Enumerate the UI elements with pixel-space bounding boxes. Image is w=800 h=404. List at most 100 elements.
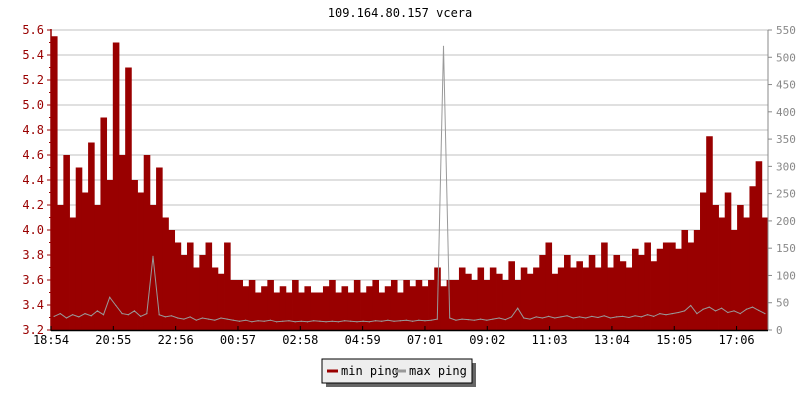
min-ping-bar (700, 192, 707, 330)
min-ping-bar (390, 280, 398, 330)
min-ping-bar (607, 267, 614, 330)
right-tick-label: 350 (776, 133, 796, 146)
min-ping-bar (644, 242, 651, 330)
min-ping-bar (205, 242, 213, 330)
min-ping-bar (619, 261, 627, 330)
min-ping-bar (254, 292, 262, 330)
min-ping-bar (570, 267, 577, 330)
min-ping-bar (588, 255, 596, 330)
min-ping-bar (180, 255, 188, 330)
min-ping-bar (755, 161, 763, 330)
legend-label-max-ping: max ping (409, 364, 467, 378)
min-ping-bar (335, 292, 342, 330)
min-ping-bar (304, 286, 312, 330)
min-ping-bar (378, 292, 386, 330)
min-ping-bar (508, 261, 515, 330)
max-ping-line (53, 46, 766, 323)
min-ping-bar (298, 292, 305, 330)
x-tick-label: 22:56 (158, 333, 194, 347)
min-ping-bar (118, 155, 126, 330)
min-ping-bar (724, 192, 732, 330)
x-tick-label: 20:55 (95, 333, 131, 347)
x-tick-label: 04:59 (345, 333, 381, 347)
min-ping-bar (514, 280, 522, 330)
min-ping-bar (224, 242, 231, 330)
min-ping-bar (533, 267, 540, 330)
min-ping-bar (193, 267, 200, 330)
min-ping-bar (520, 267, 528, 330)
min-ping-bar (712, 205, 719, 330)
min-ping-bar (675, 248, 682, 330)
min-ping-bar (489, 267, 497, 330)
x-tick-label: 02:58 (282, 333, 318, 347)
min-ping-bar (415, 280, 423, 330)
min-ping-bar (662, 242, 670, 330)
min-ping-bar (292, 280, 299, 330)
min-ping-bar (397, 292, 404, 330)
chart-title: 109.164.80.157 vcera (328, 6, 473, 20)
min-ping-bar (761, 217, 769, 330)
min-ping-bar (471, 280, 478, 330)
left-tick-label: 4.2 (22, 198, 44, 212)
min-ping-bar (131, 180, 138, 330)
left-tick-label: 5.0 (22, 98, 44, 112)
left-tick-label: 3.6 (22, 273, 44, 287)
right-tick-label: 50 (776, 297, 789, 310)
min-ping-bar (384, 286, 392, 330)
min-ping-bar (366, 286, 373, 330)
x-tick-label: 00:57 (220, 333, 256, 347)
left-tick-label: 5.6 (22, 23, 44, 37)
min-ping-bar (613, 255, 621, 330)
min-ping-bar (279, 286, 287, 330)
min-ping-bar (576, 261, 583, 330)
x-tick-label: 11:03 (532, 333, 568, 347)
min-ping-bar (428, 280, 435, 330)
right-tick-label: 450 (776, 79, 796, 92)
min-ping-bar (737, 205, 744, 330)
legend-label-min-ping: min ping (341, 364, 399, 378)
min-ping-bar (75, 167, 83, 330)
min-ping-bar (502, 280, 509, 330)
min-ping-bar (322, 286, 330, 330)
min-ping-bar (186, 242, 194, 330)
min-ping-bar (452, 280, 460, 330)
min-ping-bar (557, 267, 565, 330)
min-ping-bar (143, 155, 151, 330)
min-ping-bar (230, 280, 237, 330)
min-ping-bar (310, 292, 318, 330)
axes: 3.2 3.4 3.6 3.8 4.0 4.2 4.4 4.6 4.8 5.0 5.2 5.4 5.6 0… (22, 23, 796, 347)
min-ping-bar (687, 242, 695, 330)
min-ping-bar (88, 142, 95, 330)
min-ping-bar (199, 255, 206, 330)
min-ping-bar (360, 292, 367, 330)
min-ping-bar (539, 255, 546, 330)
min-ping-bar (656, 248, 664, 330)
min-ping-bar (409, 286, 417, 330)
min-ping-bar (465, 273, 472, 330)
x-tick-label: 17:06 (719, 333, 755, 347)
right-tick-label: 0 (776, 324, 783, 337)
min-ping-bar (749, 186, 757, 330)
right-tick-label: 400 (776, 106, 796, 119)
min-ping-bar (564, 255, 571, 330)
min-ping-bar (211, 267, 219, 330)
left-tick-label: 3.8 (22, 248, 44, 262)
min-ping-bar (125, 67, 132, 330)
min-ping-bar (69, 217, 77, 330)
min-ping-bar (477, 267, 485, 330)
left-tick-label: 4.6 (22, 148, 44, 162)
min-ping-bar (545, 242, 553, 330)
min-ping-bar (718, 217, 726, 330)
min-ping-bar (483, 280, 491, 330)
min-ping-bar (267, 280, 274, 330)
min-ping-bar (242, 286, 250, 330)
min-ping-bar (693, 230, 701, 330)
right-tick-label: 550 (776, 24, 796, 37)
left-tick-label: 3.4 (22, 298, 44, 312)
min-ping-bar (582, 267, 590, 330)
min-ping-bar (440, 286, 447, 330)
x-tick-label: 07:01 (407, 333, 443, 347)
x-tick-label: 15:05 (656, 333, 692, 347)
legend: min ping max ping (321, 358, 476, 387)
